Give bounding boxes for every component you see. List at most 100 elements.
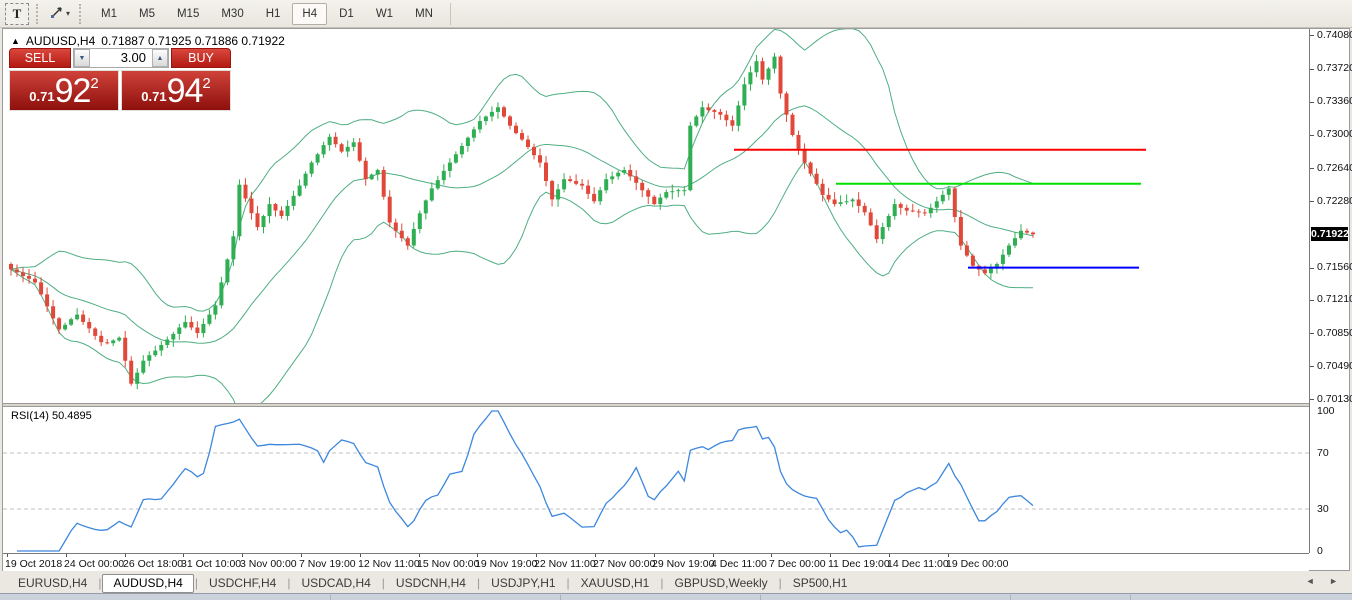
cursor-mode-button[interactable]: ▾ xyxy=(48,3,72,25)
sell-price-prefix: 0.71 xyxy=(29,89,55,104)
candle-body xyxy=(321,145,326,155)
text-tool-button[interactable]: T xyxy=(5,2,29,25)
time-axis-tick xyxy=(242,554,243,557)
status-bar-separator xyxy=(560,595,561,600)
time-axis-tick xyxy=(654,554,655,557)
period-button-d1[interactable]: D1 xyxy=(339,7,354,20)
tab-separator: | xyxy=(381,576,385,590)
candle-body xyxy=(754,61,759,73)
candle-body xyxy=(784,93,789,115)
candle-body xyxy=(730,120,735,126)
tab-separator: | xyxy=(660,576,664,590)
period-button-m15[interactable]: M15 xyxy=(176,7,200,20)
tab-usdchf-h4[interactable]: USDCHF,H4 xyxy=(208,575,277,590)
one-click-trade-panel: SELL ▼ 3.00 ▲ BUY 0.71 92 2 0.71 94 2 xyxy=(9,48,231,111)
candle-body xyxy=(129,360,134,384)
price-axis-tick xyxy=(1310,300,1314,301)
candle-body xyxy=(81,314,86,322)
candle-body xyxy=(21,272,25,276)
time-axis-label: 19 Oct 2018 xyxy=(5,558,63,570)
rsi-indicator-area[interactable] xyxy=(3,407,1309,553)
tab-sp500-h1[interactable]: SP500,H1 xyxy=(792,575,848,590)
sell-price-point: 2 xyxy=(90,75,99,92)
period-button-w1[interactable]: W1 xyxy=(375,7,394,20)
candle-body xyxy=(904,207,909,211)
chart-symbol-period: AUDUSD,H4 xyxy=(25,34,96,48)
price-axis-tick xyxy=(1310,399,1314,400)
candle-body xyxy=(135,372,140,384)
time-axis-tick xyxy=(830,554,831,557)
candle-body xyxy=(231,236,236,260)
cursor-dropdown-caret[interactable]: ▾ xyxy=(65,9,70,18)
volume-increase-button[interactable]: ▲ xyxy=(152,49,168,67)
candle-body xyxy=(15,269,19,273)
candle-body xyxy=(952,188,957,217)
toolbar-grip[interactable] xyxy=(36,3,41,24)
tab-scroll-arrows[interactable]: ◄ ► xyxy=(1305,576,1344,586)
price-axis[interactable]: 0.74080 0.73720 0.73360 0.73000 0.72640 0.722… xyxy=(1309,29,1352,557)
candle-body xyxy=(532,146,536,156)
toolbar-grip-2[interactable] xyxy=(79,3,84,24)
buy-button[interactable]: BUY xyxy=(171,48,231,68)
tab-audusd-h4[interactable]: AUDUSD,H4 xyxy=(102,573,194,593)
time-axis-tick xyxy=(595,554,596,557)
tab-separator: | xyxy=(476,576,481,590)
candle-body xyxy=(802,148,807,163)
status-bar-separator xyxy=(1010,595,1011,600)
candle-body xyxy=(1031,232,1035,235)
tab-gbpusd-weekly[interactable]: GBPUSD,Weekly xyxy=(674,575,768,590)
candle-body xyxy=(886,216,891,228)
tab-usdjpy-h1[interactable]: USDJPY,H1 xyxy=(491,575,556,590)
candle-body xyxy=(736,105,741,126)
time-axis-label: 12 Nov 11:00 xyxy=(358,558,420,570)
candle-body xyxy=(502,107,506,117)
tab-usdcnh-h4[interactable]: USDCNH,H4 xyxy=(395,575,466,590)
candle-body xyxy=(399,230,404,239)
period-button-m1[interactable]: M1 xyxy=(101,7,117,20)
candle-body xyxy=(297,185,302,196)
status-bar-separator xyxy=(760,595,761,600)
period-button-mn[interactable]: MN xyxy=(415,7,433,20)
top-toolbar: T ▾ M1 M5 M15 M30 H1 H4 D1 W1 MN xyxy=(0,0,1352,28)
collapse-window-icon[interactable]: ▲ xyxy=(11,36,20,46)
sell-price-display[interactable]: 0.71 92 2 xyxy=(9,70,119,111)
pane-resize-handle[interactable] xyxy=(3,403,1349,407)
buy-price-point: 2 xyxy=(202,75,211,92)
candle-body xyxy=(219,282,224,306)
candle-body xyxy=(267,204,272,217)
candle-body xyxy=(964,245,969,256)
candle-body xyxy=(772,56,777,69)
period-button-h4[interactable]: H4 xyxy=(292,2,328,25)
time-axis-tick xyxy=(419,554,420,557)
candle-body xyxy=(291,195,296,206)
candle-body xyxy=(207,314,212,324)
buy-price-pips: 94 xyxy=(166,72,204,111)
tab-xauusd-h1[interactable]: XAUUSD,H1 xyxy=(580,575,650,590)
candle-body xyxy=(417,213,422,229)
main-chart-area[interactable] xyxy=(3,29,1309,403)
time-axis[interactable]: 19 Oct 2018 24 Oct 00:00 26 Oct 18:00 31 Oc… xyxy=(3,553,1309,571)
buy-price-display[interactable]: 0.71 94 2 xyxy=(121,70,231,111)
candle-body xyxy=(682,190,687,192)
tab-eurusd-h4[interactable]: EURUSD,H4 xyxy=(18,575,88,590)
candle-body xyxy=(910,210,915,212)
chart-title-row: ▲ AUDUSD,H4 0.71887 0.71925 0.71886 0.71… xyxy=(11,34,285,48)
volume-input[interactable]: 3.00 xyxy=(120,50,146,65)
price-axis-tick xyxy=(1310,35,1314,36)
candle-body xyxy=(538,155,542,163)
period-button-h1[interactable]: H1 xyxy=(265,7,281,20)
price-axis-tick xyxy=(1310,366,1314,367)
tab-usdcad-h4[interactable]: USDCAD,H4 xyxy=(301,575,371,590)
price-axis-tick xyxy=(1310,135,1314,136)
candle-body xyxy=(928,207,933,214)
candle-body xyxy=(189,322,194,328)
price-axis-label: 0.71560 xyxy=(1317,261,1352,273)
candle-body xyxy=(123,337,128,361)
time-axis-tick xyxy=(889,554,890,557)
tab-separator: | xyxy=(98,576,102,590)
period-button-m30[interactable]: M30 xyxy=(221,7,244,20)
period-button-m5[interactable]: M5 xyxy=(138,7,155,20)
sell-button[interactable]: SELL xyxy=(9,48,71,68)
price-axis-label: 0.70130 xyxy=(1317,393,1352,405)
volume-decrease-button[interactable]: ▼ xyxy=(74,49,90,67)
